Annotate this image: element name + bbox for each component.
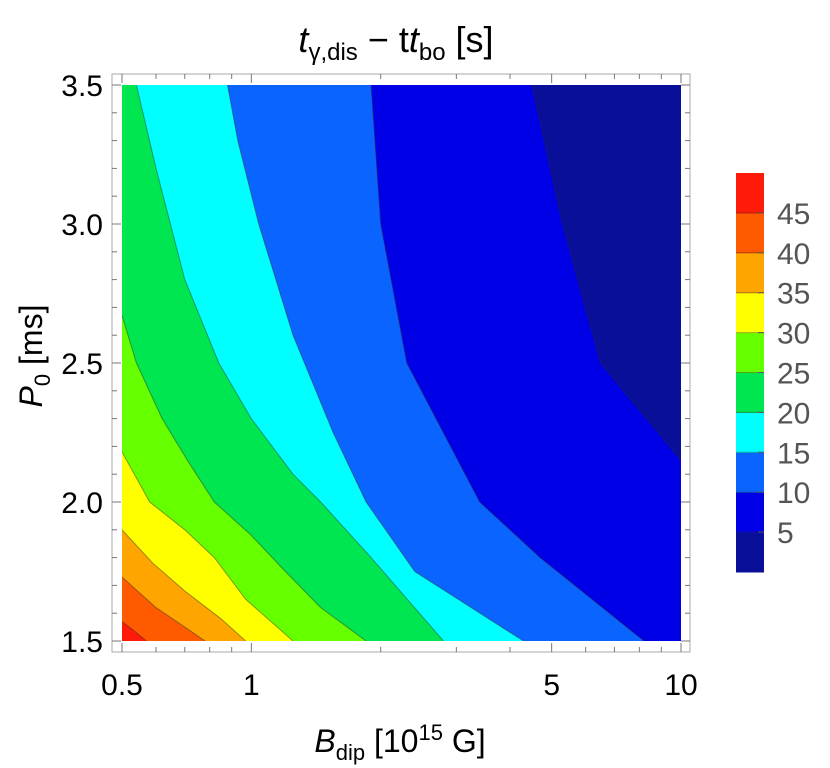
plot-area — [122, 85, 681, 641]
colorbar-band — [736, 492, 764, 533]
colorbar-band — [736, 252, 764, 294]
title-sub-2: bo — [419, 39, 446, 66]
title-main-2: t — [409, 19, 421, 60]
colorbar-label: 25 — [777, 358, 810, 391]
contour-line-40 — [122, 576, 206, 641]
contour-line-15 — [227, 85, 524, 641]
ylabel-tail: [ms] — [13, 305, 49, 374]
colorbar-label: 20 — [777, 397, 810, 430]
colorbar-band — [736, 412, 764, 453]
colorbar-label: 45 — [777, 198, 810, 231]
y-axis-label: P0 [ms] — [13, 305, 55, 408]
y-tick-label: 3.5 — [61, 70, 103, 103]
contour-lines — [122, 85, 681, 641]
colorbar-label: 35 — [777, 278, 810, 311]
y-tick-label: 2.0 — [61, 487, 103, 520]
contour-band-40 — [122, 577, 205, 641]
colorbar-band — [736, 212, 764, 254]
contour-line-20 — [135, 85, 444, 641]
colorbar-label: 30 — [777, 318, 810, 351]
xlabel-sub: dip — [336, 740, 365, 765]
colorbar-label: 10 — [777, 477, 810, 510]
y-tick-label: 1.5 — [61, 626, 103, 659]
xlabel-sup: 15 — [418, 720, 442, 745]
colorbar-labels: 45 40 35 30 25 20 15 10 5 — [758, 198, 810, 550]
x-tick-label: 1 — [243, 669, 260, 702]
ylabel-main: P — [13, 385, 49, 407]
x-tick-label: 10 — [664, 669, 697, 702]
colorbar-label: 15 — [777, 437, 810, 470]
contour-line-30 — [122, 451, 294, 641]
contour-fills — [122, 85, 681, 641]
colorbar-band — [736, 173, 764, 214]
contour-line-5 — [531, 85, 681, 461]
xlabel-main: B — [314, 723, 335, 759]
contour-line-10 — [370, 85, 645, 641]
colorbar-label: 5 — [777, 517, 794, 550]
contour-line-25 — [122, 315, 367, 641]
x-tick-label: 5 — [543, 669, 560, 702]
y-tick-label: 3.0 — [61, 209, 103, 242]
y-tick-labels: 1.5 2.0 2.5 3.0 3.5 — [61, 70, 103, 659]
title-sub: γ,dis — [308, 39, 357, 66]
contour-band-45 — [122, 621, 147, 641]
title-main: t — [298, 19, 310, 60]
colorbar-band — [736, 332, 764, 373]
colorbar-band — [736, 372, 764, 413]
colorbar — [736, 173, 764, 573]
title-tail: [s] — [446, 19, 494, 60]
x-tick-label: 0.5 — [101, 669, 143, 702]
x-axis-label: Bdip [1015 G] — [314, 720, 485, 765]
title-mid: − t — [358, 19, 409, 60]
x-tick-labels: 0.5 1 5 10 — [101, 669, 698, 702]
colorbar-band — [736, 532, 764, 573]
ylabel-sub: 0 — [30, 374, 55, 386]
chart-title: tγ,dis − ttbo [s] — [298, 19, 493, 66]
colorbar-band — [736, 292, 764, 334]
axis-ticks — [112, 74, 690, 652]
xlabel-tail-2: G] — [443, 723, 486, 759]
contour-line-35 — [122, 529, 247, 641]
xlabel-tail: [10 — [365, 723, 418, 759]
y-tick-label: 2.5 — [61, 348, 103, 381]
colorbar-band — [736, 452, 764, 493]
colorbar-label: 40 — [777, 238, 810, 271]
contour-line-45 — [122, 621, 147, 641]
